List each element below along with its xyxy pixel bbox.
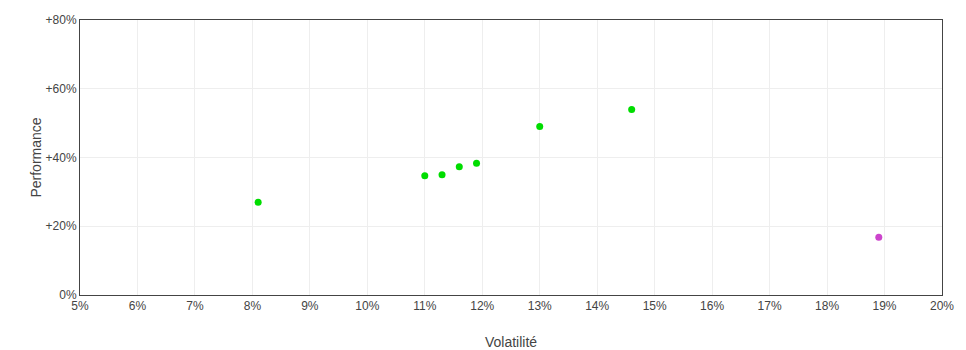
svg-text:16%: 16% <box>700 299 724 313</box>
svg-text:10%: 10% <box>355 299 379 313</box>
svg-text:+20%: +20% <box>46 219 77 233</box>
svg-text:5%: 5% <box>71 299 89 313</box>
svg-text:18%: 18% <box>815 299 839 313</box>
svg-text:13%: 13% <box>528 299 552 313</box>
svg-text:+60%: +60% <box>46 82 77 96</box>
svg-text:15%: 15% <box>643 299 667 313</box>
svg-text:20%: 20% <box>930 299 954 313</box>
svg-text:Performance: Performance <box>28 117 44 197</box>
svg-text:7%: 7% <box>186 299 204 313</box>
svg-text:Volatilité: Volatilité <box>485 334 537 350</box>
svg-text:12%: 12% <box>470 299 494 313</box>
svg-text:8%: 8% <box>244 299 262 313</box>
svg-text:9%: 9% <box>301 299 319 313</box>
svg-text:0%: 0% <box>59 288 77 302</box>
svg-text:19%: 19% <box>873 299 897 313</box>
svg-text:+40%: +40% <box>46 151 77 165</box>
svg-text:11%: 11% <box>413 299 436 313</box>
svg-text:14%: 14% <box>585 299 609 313</box>
svg-text:6%: 6% <box>129 299 147 313</box>
svg-text:+80%: +80% <box>46 13 77 27</box>
svg-text:17%: 17% <box>758 299 782 313</box>
